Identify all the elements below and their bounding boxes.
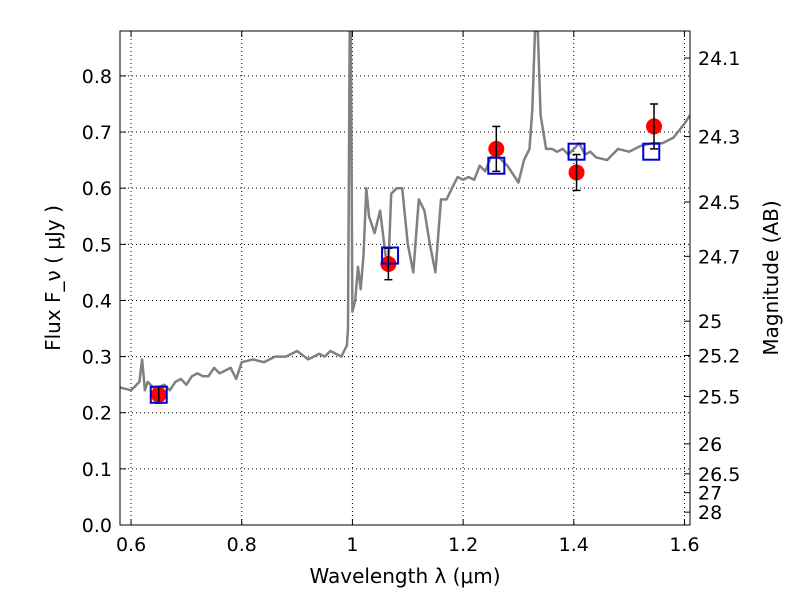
mag-tick-label: 25: [698, 311, 722, 333]
y-tick-label: 0.1: [82, 459, 112, 481]
y-axis-title: Flux F_ν ( μJy ): [41, 205, 65, 351]
x-tick-label: 1.4: [559, 534, 589, 556]
model-square: [149, 385, 168, 404]
y-tick-label: 0.2: [82, 403, 112, 425]
axis-ticks: [120, 31, 690, 526]
y-tick-label: 0.0: [82, 515, 112, 537]
x-tick-label: 1.6: [669, 534, 699, 556]
model-square: [567, 142, 586, 161]
plot-area: [120, 31, 690, 404]
x-tick-label: 1.2: [448, 534, 478, 556]
plot-frame: [119, 30, 691, 526]
x-axis-title: Wavelength λ (μm): [309, 564, 500, 588]
x-tick-label: 0.8: [227, 534, 257, 556]
mag-tick-label: 24.7: [698, 246, 740, 268]
mag-tick-label: 27: [698, 483, 722, 505]
y-tick-label: 0.8: [82, 66, 112, 88]
y-tick-label: 0.3: [82, 347, 112, 369]
y2-axis-title: Magnitude (AB): [759, 200, 783, 355]
y-tick-label: 0.6: [82, 178, 112, 200]
mag-tick-label: 24.3: [698, 127, 740, 149]
mag-tick-label: 26: [698, 434, 722, 456]
mag-tick-label: 25.5: [698, 386, 740, 408]
x-tick-label: 1: [346, 534, 358, 556]
mag-tick-label: 24.1: [698, 48, 740, 70]
model-square: [381, 246, 400, 265]
mag-tick-label: 28: [698, 502, 722, 524]
mag-tick-label: 26.5: [698, 464, 740, 486]
y-tick-label: 0.4: [82, 290, 112, 312]
model-square: [642, 142, 661, 161]
y-tick-label: 0.5: [82, 234, 112, 256]
mag-tick-label: 24.5: [698, 192, 740, 214]
model-square: [487, 156, 506, 175]
mag-tick-label: 25.2: [698, 345, 740, 367]
tick-labels: 0.6 0.8 1 1.2 1.4 1.6 0.0 0.1 0.2 0.3 0.4 0.5 0.6 0.7…: [82, 48, 741, 556]
y-tick-label: 0.7: [82, 122, 112, 144]
x-tick-label: 0.6: [116, 534, 146, 556]
